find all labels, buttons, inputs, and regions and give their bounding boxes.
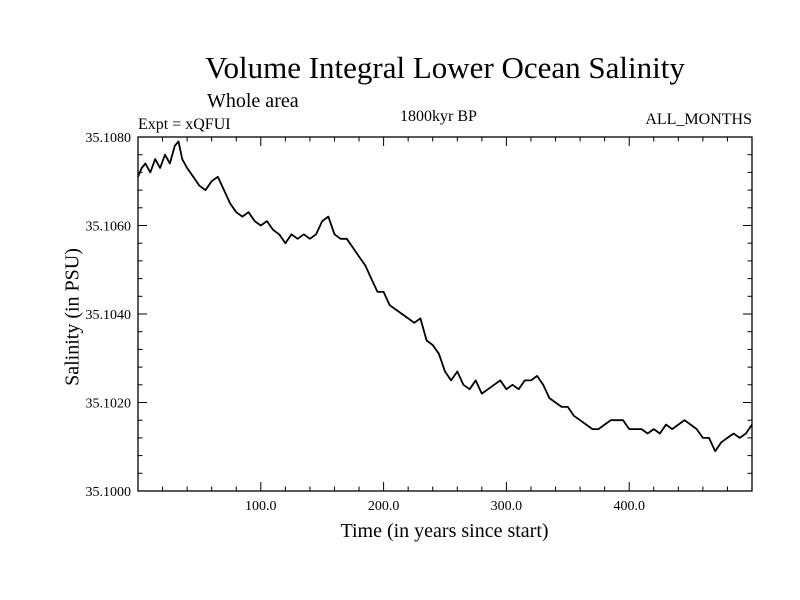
chart-title: Volume Integral Lower Ocean Salinity (205, 50, 685, 85)
axis-ticks (138, 137, 752, 491)
series-layer (137, 140, 753, 453)
x-tick-label: 400.0 (613, 499, 645, 514)
x-axis-label: Time (in years since start) (340, 520, 549, 542)
y-tick-label: 35.1080 (86, 131, 132, 146)
experiment-label: Expt = xQFUI (138, 116, 231, 133)
y-tick-label: 35.1040 (86, 308, 132, 323)
x-tick-label: 300.0 (491, 499, 523, 514)
plot-frame (137, 136, 753, 492)
x-tick-label: 200.0 (368, 499, 400, 514)
chart-subtitle: Whole area (207, 90, 299, 112)
x-tick-label: 100.0 (245, 499, 277, 514)
y-tick-label: 35.1000 (86, 485, 132, 500)
y-tick-label: 35.1060 (86, 220, 132, 235)
tick-labels: 100.0 200.0 300.0 400.0 35.1000 35.1020 35.104… (86, 131, 645, 514)
series-line (137, 140, 753, 453)
period-label: 1800kyr BP (400, 108, 477, 125)
y-tick-label: 35.1020 (86, 397, 132, 412)
months-label: ALL_MONTHS (645, 111, 752, 128)
